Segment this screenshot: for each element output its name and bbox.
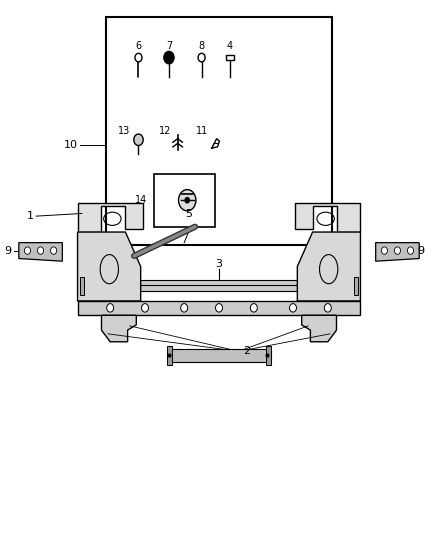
Circle shape [381,247,388,254]
Circle shape [251,304,257,312]
Bar [167,346,172,365]
Circle shape [179,190,196,211]
Text: 8: 8 [198,41,205,51]
Polygon shape [297,232,360,301]
Text: 10: 10 [64,140,78,150]
Circle shape [215,304,223,312]
Bar [354,277,358,295]
Circle shape [141,304,148,312]
Text: 1: 1 [27,211,34,221]
Circle shape [50,247,57,254]
Bar [154,174,215,227]
Text: 14: 14 [135,195,147,205]
Bar [266,346,271,365]
Circle shape [407,247,413,254]
Text: 13: 13 [117,126,130,135]
Circle shape [185,198,189,203]
Bar [80,280,358,292]
Circle shape [198,53,205,62]
Circle shape [324,304,331,312]
Bar [106,17,332,245]
Text: 6: 6 [135,41,141,51]
Bar [80,277,84,295]
Polygon shape [78,232,141,301]
Polygon shape [19,243,62,261]
Text: 7: 7 [166,41,172,51]
Polygon shape [295,203,360,232]
Circle shape [135,53,142,62]
Bar [226,55,234,60]
Circle shape [134,134,143,146]
Circle shape [181,304,187,312]
Text: 9: 9 [4,246,11,256]
Text: 11: 11 [196,126,208,135]
Polygon shape [376,243,419,261]
Circle shape [394,247,400,254]
Text: 2: 2 [243,346,250,357]
Circle shape [38,247,44,254]
Polygon shape [78,203,143,232]
Text: 12: 12 [159,126,171,135]
Circle shape [25,247,31,254]
Polygon shape [302,316,336,342]
Text: 3: 3 [215,259,223,269]
Circle shape [164,51,174,64]
Circle shape [107,304,114,312]
Polygon shape [78,301,360,316]
Circle shape [290,304,297,312]
Bar [167,349,271,362]
Text: 5: 5 [185,209,192,219]
Text: 9: 9 [417,246,424,256]
Text: 4: 4 [227,41,233,51]
Polygon shape [102,316,136,342]
